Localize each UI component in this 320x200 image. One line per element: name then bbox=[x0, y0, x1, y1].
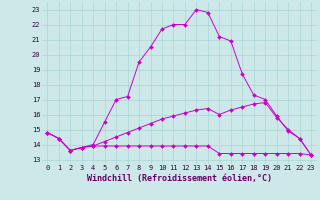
X-axis label: Windchill (Refroidissement éolien,°C): Windchill (Refroidissement éolien,°C) bbox=[87, 174, 272, 183]
